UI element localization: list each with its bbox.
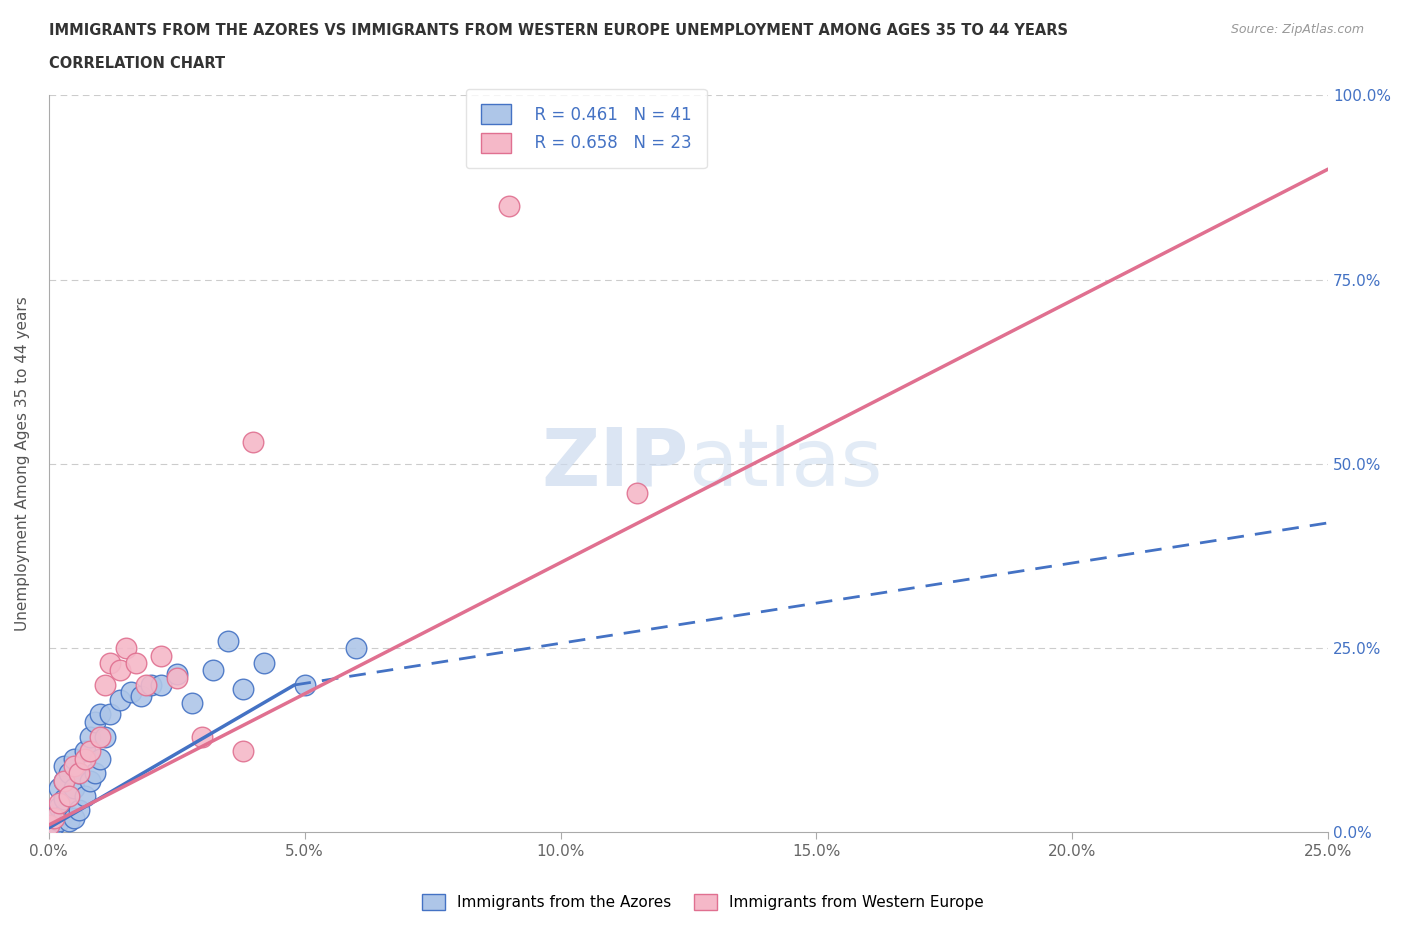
Point xyxy=(129,688,152,703)
Point xyxy=(626,486,648,501)
Point xyxy=(110,692,132,707)
Point xyxy=(344,641,367,656)
Point xyxy=(38,821,60,836)
Point xyxy=(79,744,101,759)
Point xyxy=(42,810,65,825)
Point xyxy=(53,806,76,821)
Point xyxy=(53,774,76,789)
Point xyxy=(69,766,91,781)
Point xyxy=(38,817,60,832)
Point xyxy=(94,729,117,744)
Point xyxy=(53,791,76,806)
Point xyxy=(89,751,111,766)
Legend:   R = 0.461   N = 41,   R = 0.658   N = 23: R = 0.461 N = 41, R = 0.658 N = 23 xyxy=(465,89,707,168)
Point xyxy=(58,766,80,781)
Point xyxy=(73,751,96,766)
Point xyxy=(191,729,214,744)
Text: Source: ZipAtlas.com: Source: ZipAtlas.com xyxy=(1230,23,1364,36)
Point xyxy=(48,795,70,810)
Point xyxy=(110,663,132,678)
Point xyxy=(48,814,70,829)
Point xyxy=(83,766,105,781)
Point xyxy=(253,656,276,671)
Point xyxy=(150,678,173,693)
Text: ZIP: ZIP xyxy=(541,425,689,503)
Point xyxy=(242,434,264,449)
Point xyxy=(98,707,121,722)
Point xyxy=(48,799,70,814)
Point xyxy=(42,817,65,832)
Point xyxy=(63,759,86,774)
Text: IMMIGRANTS FROM THE AZORES VS IMMIGRANTS FROM WESTERN EUROPE UNEMPLOYMENT AMONG : IMMIGRANTS FROM THE AZORES VS IMMIGRANTS… xyxy=(49,23,1069,38)
Point xyxy=(58,814,80,829)
Point xyxy=(42,810,65,825)
Point xyxy=(48,780,70,795)
Point xyxy=(79,774,101,789)
Point xyxy=(232,744,254,759)
Point xyxy=(150,648,173,663)
Point xyxy=(69,766,91,781)
Point xyxy=(125,656,148,671)
Point xyxy=(114,641,136,656)
Point xyxy=(63,810,86,825)
Point xyxy=(69,803,91,817)
Point xyxy=(166,667,188,682)
Point xyxy=(58,788,80,803)
Point xyxy=(63,780,86,795)
Text: CORRELATION CHART: CORRELATION CHART xyxy=(49,56,225,71)
Point xyxy=(120,684,142,699)
Point xyxy=(63,751,86,766)
Y-axis label: Unemployment Among Ages 35 to 44 years: Unemployment Among Ages 35 to 44 years xyxy=(15,297,30,631)
Point xyxy=(89,707,111,722)
Point xyxy=(498,198,520,213)
Point xyxy=(232,682,254,697)
Point xyxy=(135,678,157,693)
Point xyxy=(139,678,162,693)
Point xyxy=(201,663,224,678)
Point xyxy=(73,788,96,803)
Point xyxy=(294,678,316,693)
Legend: Immigrants from the Azores, Immigrants from Western Europe: Immigrants from the Azores, Immigrants f… xyxy=(415,886,991,918)
Point xyxy=(98,656,121,671)
Point xyxy=(53,774,76,789)
Point xyxy=(166,671,188,685)
Point xyxy=(217,633,239,648)
Point xyxy=(53,759,76,774)
Point xyxy=(94,678,117,693)
Point xyxy=(83,714,105,729)
Point xyxy=(79,729,101,744)
Point xyxy=(89,729,111,744)
Point xyxy=(58,788,80,803)
Point xyxy=(181,696,204,711)
Text: atlas: atlas xyxy=(689,425,883,503)
Point xyxy=(73,744,96,759)
